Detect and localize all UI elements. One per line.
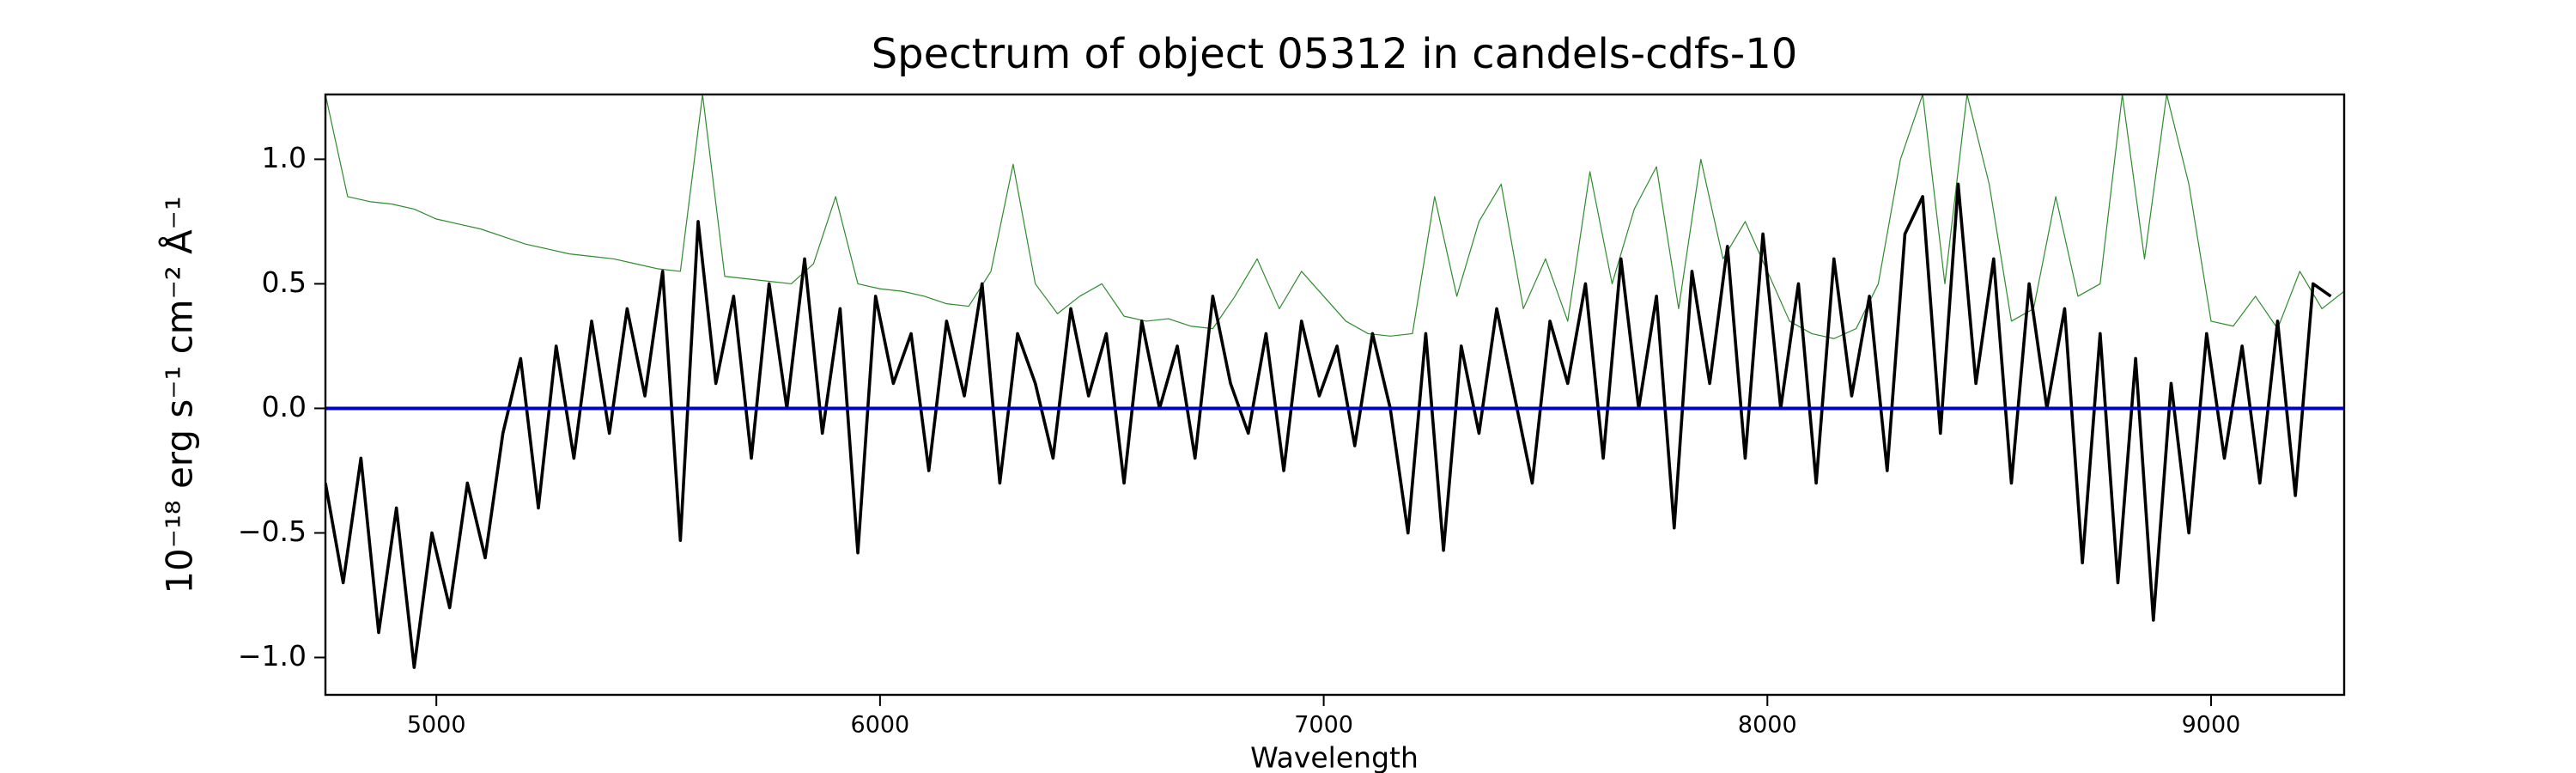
y-tick-label: 0.5 xyxy=(262,265,307,299)
x-tick-label: 5000 xyxy=(407,712,466,739)
y-tick-label: 0.0 xyxy=(262,390,307,423)
spectrum-line xyxy=(325,182,2332,669)
axes-frame xyxy=(324,93,2346,697)
y-tick-label: −1.0 xyxy=(238,639,307,673)
chart-title: Spectrum of object 05312 in candels-cdfs… xyxy=(872,30,1798,78)
x-axis-label: Wavelength xyxy=(1250,741,1419,773)
y-tick-label: −0.5 xyxy=(238,514,307,548)
x-tick-label: 9000 xyxy=(2182,712,2241,739)
y-axis-label: 10⁻¹⁸ erg s⁻¹ cm⁻² Å⁻¹ xyxy=(158,196,201,593)
x-tick-label: 7000 xyxy=(1294,712,1353,739)
spectrum-line xyxy=(325,94,2344,339)
y-tick-label: 1.0 xyxy=(262,141,307,174)
x-tick-label: 6000 xyxy=(851,712,910,739)
x-tick-label: 8000 xyxy=(1738,712,1797,739)
plot-area xyxy=(325,94,2344,669)
